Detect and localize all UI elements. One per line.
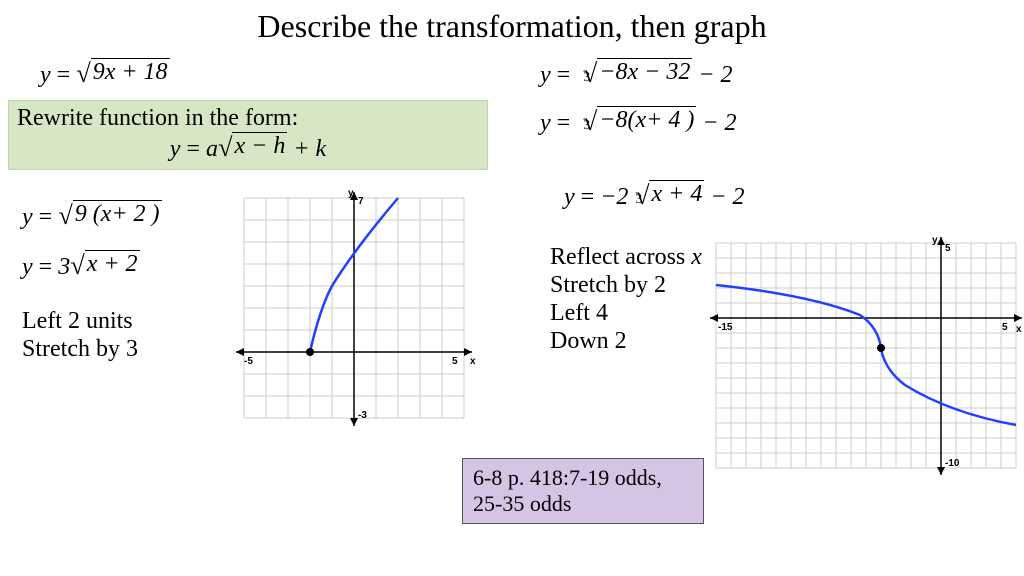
svg-text:-10: -10 — [945, 458, 960, 469]
svg-text:-5: -5 — [244, 356, 253, 367]
left-equation-2: y = √9 (x+ 2 ) — [22, 200, 162, 231]
svg-text:5: 5 — [1002, 322, 1008, 333]
svg-text:x: x — [1016, 324, 1022, 335]
svg-text:-3: -3 — [358, 410, 367, 421]
svg-text:y: y — [348, 190, 354, 199]
left-equation-3: y = 3√x + 2 — [22, 250, 140, 281]
right-desc-3: Left 4 — [550, 300, 608, 327]
chart-right: -15 5 5 -10 x y — [710, 235, 1022, 483]
page-title: Describe the transformation, then graph — [0, 0, 1024, 45]
assignment-line-1: 6-8 p. 418:7-19 odds, — [473, 465, 693, 491]
svg-text:x: x — [470, 356, 476, 367]
svg-text:-15: -15 — [718, 322, 733, 333]
right-equation-1: y = 3√−8x − 32 − 2 — [540, 58, 733, 89]
svg-text:5: 5 — [452, 356, 458, 367]
hint-text: Rewrite function in the form: — [17, 105, 479, 132]
left-desc-2: Stretch by 3 — [22, 336, 138, 363]
svg-text:5: 5 — [945, 243, 951, 254]
right-desc-2: Stretch by 2 — [550, 272, 666, 299]
svg-text:7: 7 — [358, 196, 364, 207]
hint-box: Rewrite function in the form: y = a√x − … — [8, 100, 488, 170]
right-desc-4: Down 2 — [550, 328, 627, 355]
assignment-box: 6-8 p. 418:7-19 odds, 25-35 odds — [462, 458, 704, 524]
left-desc-1: Left 2 units — [22, 308, 133, 335]
assignment-line-2: 25-35 odds — [473, 491, 693, 517]
chart-left: -5 5 7 -3 x y — [230, 190, 478, 438]
svg-text:y: y — [932, 235, 938, 246]
hint-formula: y = a√x − h + k — [17, 132, 479, 163]
right-equation-2: y = 3√−8(x+ 4 ) − 2 — [540, 106, 737, 137]
right-equation-3: y = −23√x + 4 − 2 — [564, 180, 745, 211]
left-equation-1: y = √9x + 18 — [40, 58, 170, 89]
right-desc-1: Reflect across x — [550, 244, 702, 271]
